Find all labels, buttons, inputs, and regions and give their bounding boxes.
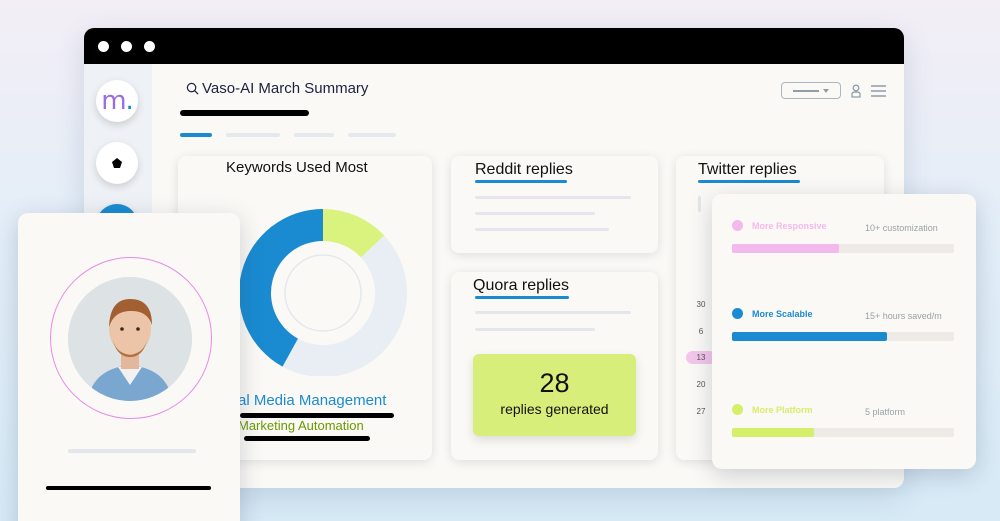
tab-2[interactable] (226, 133, 280, 137)
user-icon[interactable] (851, 84, 861, 98)
window-dot-icon[interactable] (121, 40, 132, 52)
avatar (68, 277, 192, 401)
placeholder-line (475, 228, 609, 231)
feature-dot-icon (732, 404, 743, 415)
header-actions (781, 82, 886, 99)
feature-progress-fill (732, 428, 815, 437)
window-titlebar (84, 28, 904, 64)
feature-label: More Scalable (752, 309, 813, 319)
reddit-title: Reddit replies (475, 161, 573, 178)
search-icon (186, 82, 199, 95)
search-bar[interactable]: Vaso-AI March Summary (186, 80, 368, 97)
feature-dot-icon (732, 308, 743, 319)
profile-underline (46, 486, 211, 490)
donut-inner-ring (284, 254, 362, 332)
feature-progress-fill (732, 244, 839, 253)
logo-letter: m (101, 86, 126, 116)
legend-underline (240, 413, 394, 418)
feature-label: More Platform (752, 405, 813, 415)
donut-slice-2[interactable] (282, 235, 407, 376)
features-card: More Responsive 10+ customization More Sca… (712, 194, 976, 469)
replies-count: 28 (539, 368, 570, 398)
window-dot-icon[interactable] (144, 40, 155, 52)
feature-progress-track (732, 244, 954, 253)
page-title: Vaso-AI March Summary (202, 80, 369, 97)
title-underline (475, 296, 569, 299)
calendar-day[interactable]: 30 (696, 300, 706, 309)
feature-value: 5 platform (865, 407, 906, 417)
avatar-ring (50, 257, 212, 419)
legend-underline (244, 436, 370, 441)
keywords-donut-chart (239, 209, 407, 376)
profile-card (18, 213, 240, 521)
profile-placeholder-line (68, 449, 196, 453)
calendar-tick (698, 196, 701, 212)
legend-item-1: al Media Management (238, 392, 387, 409)
tab-1[interactable] (180, 133, 212, 137)
feature-progress-track (732, 332, 954, 341)
title-underline (475, 180, 567, 183)
calendar-day-highlighted[interactable]: 13 (686, 351, 716, 364)
replies-stat: 28 replies generated (473, 354, 636, 436)
donut-slice-0[interactable] (239, 209, 323, 367)
reddit-card: Reddit replies (451, 156, 658, 253)
tab-bar (180, 133, 396, 137)
person-avatar-icon (68, 277, 192, 401)
quora-title: Quora replies (473, 277, 570, 294)
calendar-day[interactable]: 6 (698, 327, 704, 336)
legend-item-2: Marketing Automation (238, 418, 364, 433)
twitter-title: Twitter replies (698, 161, 797, 178)
feature-progress-fill (732, 332, 888, 341)
logo-dot: . (125, 86, 134, 116)
period-select[interactable] (781, 82, 841, 99)
placeholder-line (475, 328, 595, 331)
tab-4[interactable] (348, 133, 396, 137)
window-dot-icon[interactable] (98, 40, 109, 52)
tab-3[interactable] (294, 133, 334, 137)
feature-progress-track (732, 428, 954, 437)
app-logo[interactable]: m. (96, 80, 138, 122)
feature-value: 10+ customization (865, 223, 938, 233)
calendar-day[interactable]: 27 (696, 407, 706, 416)
keywords-legend: al Media Management Marketing Automation (178, 392, 432, 460)
pentagon-icon (112, 158, 122, 168)
placeholder-line (475, 311, 631, 314)
title-underline (698, 180, 800, 183)
placeholder-line (475, 196, 631, 199)
quora-card: Quora replies 28 replies generated (451, 272, 658, 460)
feature-value: 15+ hours saved/m (865, 311, 942, 321)
calendar-day[interactable]: 20 (696, 380, 706, 389)
feature-label: More Responsive (752, 221, 827, 231)
donut-slice-1[interactable] (323, 209, 385, 258)
feature-dot-icon (732, 220, 743, 231)
menu-icon[interactable] (871, 84, 886, 97)
placeholder-line (475, 212, 595, 215)
title-underline (180, 110, 309, 116)
replies-count-label: replies generated (500, 401, 609, 417)
keywords-title: Keywords Used Most (226, 159, 368, 176)
sidebar-item-home[interactable] (96, 142, 138, 184)
chevron-down-icon (823, 88, 829, 93)
